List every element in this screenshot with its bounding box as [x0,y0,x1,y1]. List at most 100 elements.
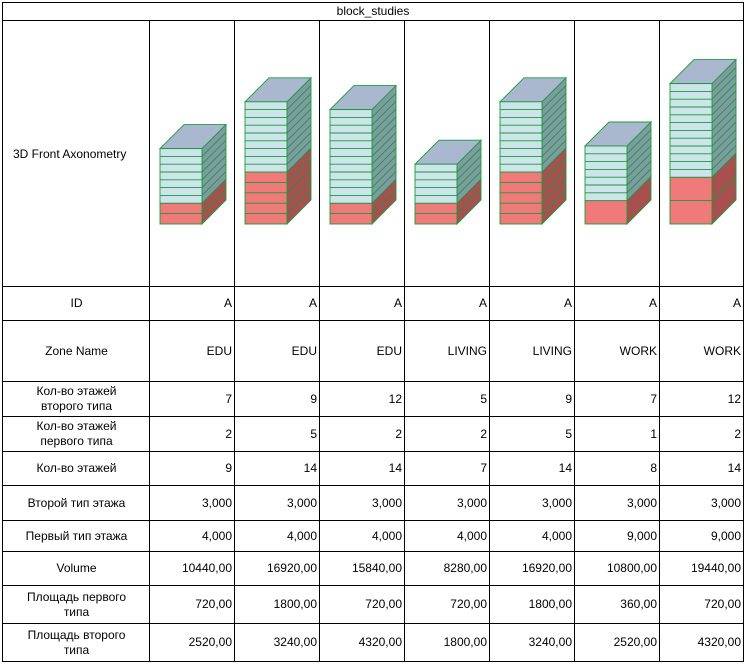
floor-line-side [201,132,227,157]
cell-n: 7 [480,461,487,475]
block-axonometry-7 [668,58,738,226]
cell-n: 8 [650,461,657,475]
column-divider [574,21,575,661]
column-divider [234,21,235,661]
cell-zone: LIVING [532,343,572,358]
floor-line-side [626,168,652,194]
floor-line-side [201,189,227,214]
cell-n1: 2 [225,426,232,441]
block-axonometry-2 [243,76,313,226]
floor-line-side [371,132,397,157]
cell-a1: 720,00 [704,597,741,611]
floor-line-side [626,137,652,162]
lower-front-face [499,171,543,225]
cell-n: 14 [303,461,317,475]
cell-a1: 720,00 [365,597,402,611]
cell-h2: 3,000 [286,495,317,510]
floor-line-side [286,139,312,165]
floor-line-side [711,74,737,100]
cell-h2: 3,000 [201,495,232,510]
floor-line-side [371,147,397,173]
upper-front-face [499,101,543,173]
cell-zone: EDU [291,343,317,358]
floor-line-side [626,160,652,186]
cell-h2: 3,000 [626,495,657,510]
row-header-h1: Первый тип этажа [25,528,128,543]
row-header-h2: Второй тип этажа [27,495,126,510]
cell-a1: 720,00 [195,597,232,611]
row-header-a1: Площадь первого типа [26,589,127,619]
floor-line-side [201,139,227,165]
row-header-vol: Volume [56,561,97,575]
block-axonometry-3 [328,84,398,226]
cell-a1: 360,00 [620,597,657,611]
floor-line-side [371,171,397,196]
cell-h2: 3,000 [371,495,402,510]
cell-a2: 1800,00 [443,635,487,649]
floor-line-side [626,145,652,170]
floor-line-side [286,168,312,194]
cell-vol: 10440,00 [181,561,232,575]
floor-line-side [711,90,737,116]
cell-n1: 2 [395,426,402,441]
cell-a2: 4320,00 [697,635,741,649]
cell-n1: 2 [734,426,741,441]
cell-n2: 9 [310,391,317,406]
cell-h1: 4,000 [201,528,232,543]
cell-vol: 16920,00 [266,561,317,575]
block-axonometry-5 [498,76,568,226]
cell-h2: 3,000 [541,495,572,510]
floor-line-side [711,145,737,170]
cell-vol: 19440,00 [690,561,741,575]
cell-h1: 4,000 [541,528,572,543]
cell-vol: 8280,00 [443,561,487,575]
cell-n2: 12 [388,391,402,406]
floor-line-side [286,124,312,149]
cell-n: 14 [558,461,572,475]
floor-line-side [456,163,482,188]
floor-line-side [541,139,567,165]
cell-zone: EDU [376,343,402,358]
floor-line-side [541,116,567,142]
floor-line-side [201,155,227,181]
cell-a2: 2520,00 [188,635,232,649]
cell-vol: 10800,00 [606,561,657,575]
lower-front-face [584,200,628,225]
cell-zone: EDU [206,343,232,358]
cell-n2: 12 [727,391,741,406]
floor-line-side [286,93,312,118]
column-divider [149,21,150,661]
upper-front-face [244,101,288,173]
cell-a2: 3240,00 [273,635,317,649]
cell-id: A [478,296,487,310]
upper-front-face [584,145,628,202]
cell-h2: 3,000 [456,495,487,510]
cell-n1: 5 [565,426,572,441]
upper-front-face [414,163,458,204]
cell-id: A [223,296,232,310]
cell-n2: 5 [480,391,487,406]
floor-line-side [711,121,737,147]
floor-line-side [286,189,312,214]
floor-line-side [541,100,567,126]
cell-n: 14 [727,461,741,475]
floor-line-side [456,155,482,181]
row-divider [3,416,743,417]
column-divider [404,21,405,661]
cell-id: A [308,296,317,310]
cell-h1: 9,000 [626,528,657,543]
row-divider [3,585,743,586]
cell-n1: 5 [310,426,317,441]
row-divider [3,381,743,382]
cell-id: A [393,296,402,310]
floor-line-side [541,168,567,194]
floor-line-side [456,171,482,196]
row-divider [3,286,743,287]
cell-n1: 1 [650,426,657,441]
floor-line-side [456,147,482,173]
row-header-zone: Zone Name [45,343,108,358]
floor-line-side [371,155,397,181]
cell-n2: 7 [650,391,657,406]
floor-line-side [541,108,567,134]
cell-a2: 4320,00 [358,635,402,649]
